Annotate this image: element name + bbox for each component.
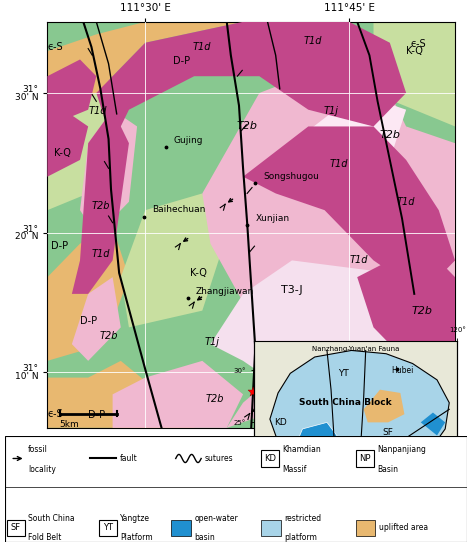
Text: Zhangjiawan: Zhangjiawan bbox=[196, 287, 254, 295]
Polygon shape bbox=[47, 110, 88, 177]
Text: uplifted area: uplifted area bbox=[379, 523, 428, 532]
Text: K-Q: K-Q bbox=[406, 46, 423, 56]
Polygon shape bbox=[386, 439, 421, 468]
Text: Basin: Basin bbox=[377, 464, 398, 474]
Polygon shape bbox=[47, 93, 113, 210]
Polygon shape bbox=[47, 59, 96, 126]
Text: restricted: restricted bbox=[284, 513, 321, 523]
Text: T1d: T1d bbox=[303, 36, 322, 46]
Text: NP: NP bbox=[359, 454, 371, 463]
Text: Yangtze: Yangtze bbox=[120, 513, 150, 523]
Text: T1d: T1d bbox=[350, 256, 368, 265]
Polygon shape bbox=[390, 126, 455, 378]
FancyBboxPatch shape bbox=[100, 520, 117, 536]
Polygon shape bbox=[96, 22, 406, 143]
Text: T1d: T1d bbox=[91, 249, 109, 259]
Text: YT: YT bbox=[103, 523, 113, 532]
Text: Platform: Platform bbox=[120, 533, 153, 542]
Text: Baihechuan: Baihechuan bbox=[152, 205, 205, 214]
Text: T2b: T2b bbox=[237, 122, 258, 131]
Text: T2b: T2b bbox=[205, 393, 224, 403]
Text: open-water: open-water bbox=[194, 513, 238, 523]
Text: South China Block: South China Block bbox=[299, 398, 392, 407]
Polygon shape bbox=[80, 110, 137, 235]
Text: ϵ-S: ϵ-S bbox=[48, 42, 64, 52]
Text: Fold Belt: Fold Belt bbox=[28, 533, 61, 542]
FancyBboxPatch shape bbox=[356, 450, 374, 467]
Text: T1j: T1j bbox=[324, 106, 338, 117]
Text: SF: SF bbox=[11, 523, 21, 532]
Text: T1j: T1j bbox=[205, 337, 219, 347]
Text: T3-J: T3-J bbox=[281, 284, 303, 295]
Text: fault: fault bbox=[119, 454, 137, 463]
Text: T2b: T2b bbox=[99, 331, 118, 341]
Text: T2b: T2b bbox=[258, 352, 277, 362]
Text: Gujing: Gujing bbox=[174, 136, 203, 145]
Polygon shape bbox=[254, 341, 457, 504]
Bar bbox=[171, 520, 191, 536]
Text: T2b: T2b bbox=[412, 306, 433, 316]
Polygon shape bbox=[292, 93, 406, 160]
Polygon shape bbox=[374, 22, 455, 126]
Text: locality: locality bbox=[28, 464, 56, 474]
Text: T2b: T2b bbox=[91, 201, 109, 211]
Text: YT: YT bbox=[338, 369, 349, 378]
FancyBboxPatch shape bbox=[261, 450, 279, 467]
Polygon shape bbox=[227, 344, 357, 428]
Text: Nanzhang-Yuan'an Fauna: Nanzhang-Yuan'an Fauna bbox=[312, 346, 399, 352]
Text: D-P: D-P bbox=[88, 410, 105, 420]
Text: 5km: 5km bbox=[60, 420, 79, 429]
Text: basin: basin bbox=[194, 533, 215, 542]
Text: T1d: T1d bbox=[330, 159, 348, 169]
Polygon shape bbox=[72, 277, 121, 361]
Polygon shape bbox=[47, 22, 455, 428]
Text: T1d: T1d bbox=[89, 106, 107, 117]
Polygon shape bbox=[72, 110, 129, 294]
Bar bbox=[261, 520, 281, 536]
Polygon shape bbox=[121, 193, 227, 328]
Polygon shape bbox=[47, 34, 113, 193]
Text: ϵ-S: ϵ-S bbox=[410, 39, 426, 50]
Text: ϵ-S: ϵ-S bbox=[48, 409, 64, 419]
Polygon shape bbox=[270, 350, 449, 478]
Polygon shape bbox=[202, 68, 455, 378]
Text: Yingzi
shan: Yingzi shan bbox=[266, 366, 292, 384]
Text: D-P: D-P bbox=[80, 316, 97, 326]
Text: Nanpanjiang: Nanpanjiang bbox=[377, 445, 426, 455]
Text: fossil: fossil bbox=[28, 445, 48, 455]
Text: Hubei: Hubei bbox=[391, 366, 414, 374]
Text: sutures: sutures bbox=[204, 454, 233, 463]
Text: KD: KD bbox=[273, 418, 286, 427]
Polygon shape bbox=[357, 244, 455, 361]
Polygon shape bbox=[243, 126, 455, 294]
Polygon shape bbox=[290, 422, 339, 471]
Polygon shape bbox=[96, 22, 243, 93]
Polygon shape bbox=[210, 261, 455, 428]
Text: T1d: T1d bbox=[397, 197, 415, 207]
FancyBboxPatch shape bbox=[7, 520, 25, 536]
Polygon shape bbox=[421, 413, 445, 435]
Polygon shape bbox=[364, 390, 404, 422]
Text: T2b: T2b bbox=[379, 130, 401, 140]
Text: Massif: Massif bbox=[282, 464, 306, 474]
Text: Khamdian: Khamdian bbox=[282, 445, 321, 455]
Polygon shape bbox=[47, 227, 129, 361]
Text: D-P: D-P bbox=[173, 56, 191, 66]
Polygon shape bbox=[47, 361, 162, 428]
Text: South China: South China bbox=[28, 513, 74, 523]
Text: K-Q: K-Q bbox=[190, 268, 207, 278]
Polygon shape bbox=[113, 361, 243, 428]
Text: Xunjian: Xunjian bbox=[255, 214, 290, 223]
Text: platform: platform bbox=[284, 533, 317, 542]
Text: Songshugou: Songshugou bbox=[264, 172, 319, 181]
Text: SF: SF bbox=[383, 428, 393, 437]
Polygon shape bbox=[113, 378, 202, 428]
Text: D-P: D-P bbox=[51, 241, 68, 251]
Bar bbox=[356, 520, 375, 536]
Text: K-Q: K-Q bbox=[54, 148, 71, 158]
Text: T1d: T1d bbox=[193, 42, 211, 52]
Text: KD: KD bbox=[264, 454, 276, 463]
Text: NP: NP bbox=[305, 439, 317, 448]
